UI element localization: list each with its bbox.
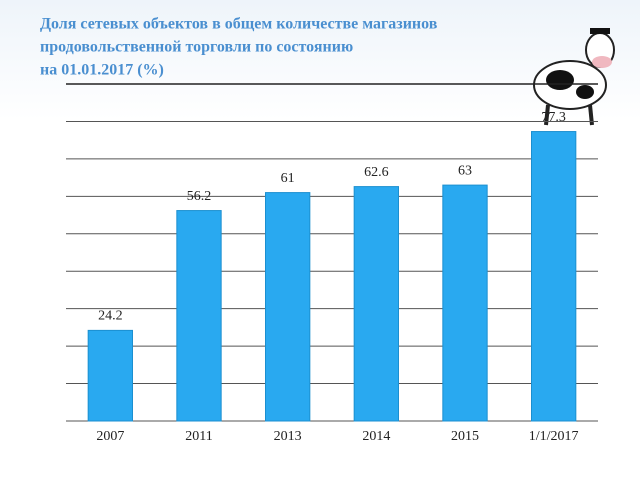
data-label: 62.6	[364, 165, 389, 180]
bar	[442, 184, 488, 422]
bar	[265, 192, 311, 422]
data-label: 56.2	[187, 189, 212, 204]
chart-title: на 01.01.2017 (%)	[40, 62, 164, 79]
bar	[87, 329, 133, 422]
data-label: 77.3	[541, 110, 566, 125]
chart-title: Доля сетевых объектов в общем количестве…	[40, 16, 438, 33]
bar	[176, 210, 222, 422]
x-tick-label: 2014	[362, 429, 390, 444]
x-tick-label: 2011	[185, 429, 212, 444]
data-label: 24.2	[98, 309, 123, 324]
cow-illustration	[533, 28, 615, 126]
x-tick-label: 2007	[96, 429, 124, 444]
data-label: 63	[458, 163, 472, 178]
x-tick-label: 1/1/2017	[529, 429, 579, 444]
bar	[353, 186, 399, 422]
chart-title: продовольственной торговли по состоянию	[40, 39, 353, 56]
x-tick-label: 2015	[451, 429, 479, 444]
x-tick-label: 2013	[274, 429, 302, 444]
bar	[531, 131, 577, 422]
data-label: 61	[281, 171, 295, 186]
